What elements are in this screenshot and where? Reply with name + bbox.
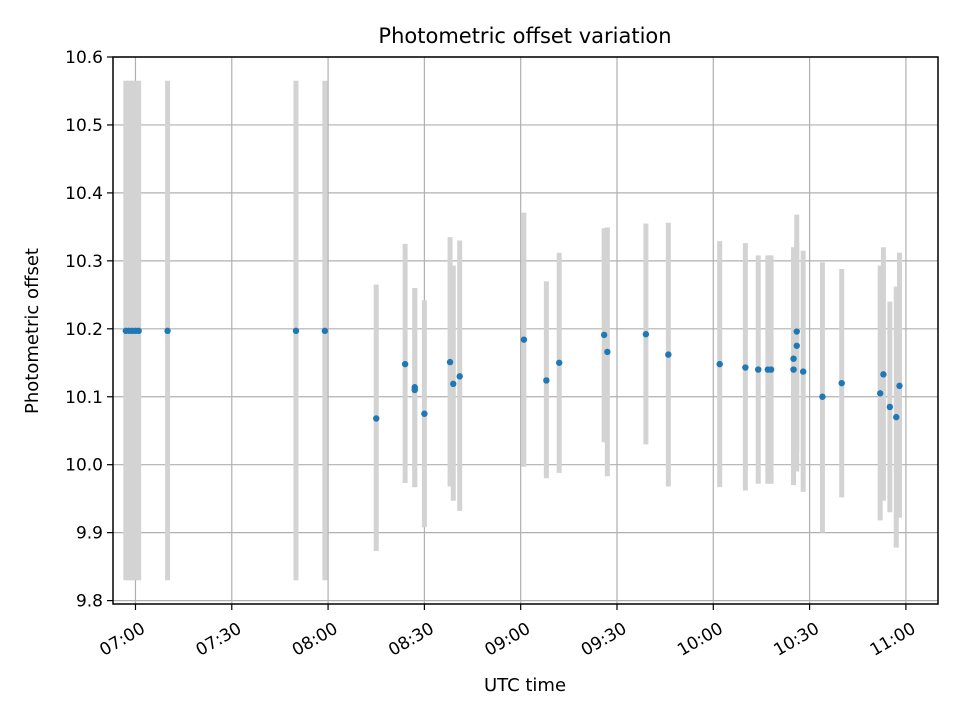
data-point (877, 390, 884, 397)
y-tick-label: 9.9 (76, 524, 103, 544)
y-tick-label: 10.6 (65, 48, 103, 68)
chart-title: Photometric offset variation (378, 24, 671, 48)
data-point (135, 327, 142, 335)
data-point (790, 366, 797, 373)
data-point (886, 403, 894, 411)
data-point (755, 366, 762, 373)
data-point (446, 358, 454, 366)
data-point (819, 393, 826, 400)
data-point (543, 377, 550, 384)
data-point (401, 360, 409, 368)
data-point (450, 380, 457, 388)
y-tick-label: 9.8 (76, 592, 103, 612)
y-tick-label: 10.5 (65, 116, 103, 136)
grid (113, 56, 938, 604)
data-point (321, 327, 329, 335)
data-point (292, 327, 300, 335)
data-point (716, 360, 723, 368)
y-tick-label: 10.3 (65, 252, 103, 272)
y-tick-label: 10.2 (65, 320, 103, 340)
plot-frame (112, 56, 939, 605)
y-tick-label: 10.1 (65, 388, 103, 408)
y-axis-label: Photometric offset (22, 248, 43, 414)
data-point (421, 410, 428, 417)
data-point (838, 379, 845, 387)
data-point (742, 364, 749, 371)
data-point (893, 413, 900, 421)
data-point (642, 331, 650, 338)
data-point (793, 342, 800, 349)
data-point (896, 382, 903, 390)
data-point (164, 327, 171, 335)
y-tick-label: 10.0 (65, 456, 103, 476)
data-point (880, 371, 887, 378)
data-points (122, 327, 903, 422)
data-point (665, 351, 672, 358)
data-point (790, 355, 797, 362)
data-point (411, 386, 418, 394)
y-tick-label: 10.4 (65, 184, 103, 204)
data-point (604, 348, 611, 356)
data-point (600, 331, 608, 339)
data-point (373, 415, 380, 422)
data-point (799, 368, 807, 375)
x-axis-label: UTC time (484, 675, 566, 696)
data-point (556, 359, 563, 366)
data-point (793, 328, 800, 335)
data-point (456, 373, 463, 380)
data-point (767, 366, 775, 373)
data-point (520, 336, 528, 343)
